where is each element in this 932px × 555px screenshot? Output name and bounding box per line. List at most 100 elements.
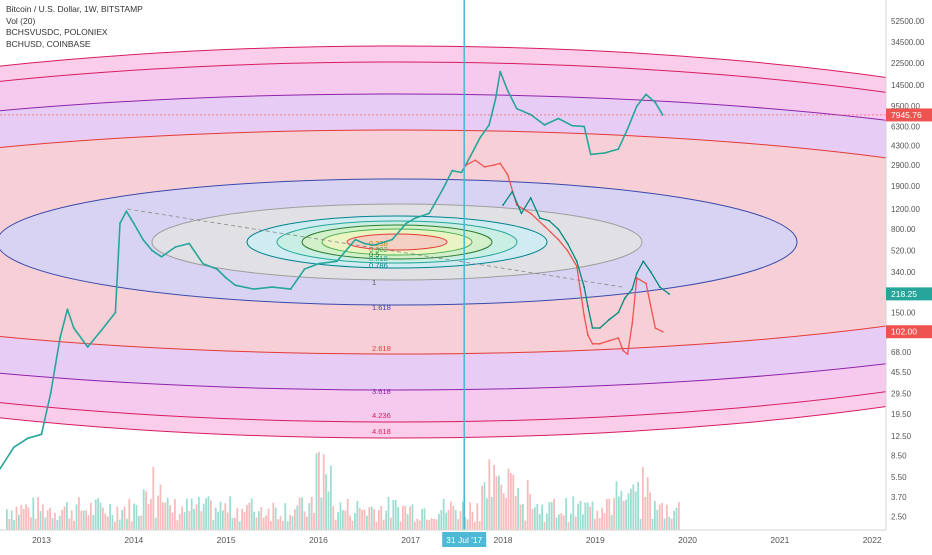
volume-bar bbox=[169, 505, 171, 530]
volume-bar bbox=[361, 509, 363, 530]
volume-bar bbox=[51, 518, 54, 530]
price-label-bg bbox=[886, 287, 932, 301]
price-axis[interactable]: 2.50 3.70 5.50 8.50 12.50 19.50 29.50 45.50 68.0… bbox=[885, 0, 932, 550]
volume-bar bbox=[30, 517, 32, 530]
series-point bbox=[428, 212, 431, 215]
legend-symbol-title[interactable]: Bitcoin / U.S. Dollar, 1W, BITSTAMP bbox=[6, 4, 143, 14]
volume-bar bbox=[651, 518, 654, 530]
series-point bbox=[66, 308, 69, 311]
volume-bar bbox=[414, 521, 416, 530]
volume-bar bbox=[154, 517, 157, 530]
series-point bbox=[583, 125, 586, 128]
legend-volume[interactable]: Vol (20) bbox=[6, 15, 36, 26]
y-tick-label: 1200.00 bbox=[891, 205, 920, 214]
series-point bbox=[635, 105, 638, 107]
series-point bbox=[317, 262, 320, 265]
volume-bar bbox=[591, 501, 594, 530]
volume-bar bbox=[522, 503, 524, 530]
volume-bar bbox=[303, 511, 306, 530]
price-label-bg bbox=[886, 108, 932, 122]
volume-bar bbox=[140, 515, 143, 530]
series-point bbox=[566, 249, 569, 252]
volume-bar bbox=[627, 493, 630, 530]
volume-bar bbox=[457, 519, 459, 530]
volume-bar bbox=[85, 510, 87, 530]
crosshair-date-label: 31 Jul '17 bbox=[446, 535, 482, 545]
volume-bar bbox=[104, 513, 107, 530]
x-tick-label: 2015 bbox=[217, 535, 236, 545]
volume-bar bbox=[164, 502, 167, 530]
series-point bbox=[645, 282, 647, 285]
volume-bar bbox=[440, 510, 443, 530]
volume-bar bbox=[495, 476, 498, 530]
series-point bbox=[499, 162, 502, 165]
y-tick-label: 9500.00 bbox=[891, 102, 920, 111]
volume-bar bbox=[147, 503, 150, 530]
series-point bbox=[529, 113, 532, 116]
volume-bar bbox=[250, 498, 253, 530]
volume-bar bbox=[469, 502, 471, 530]
series-point bbox=[188, 242, 191, 245]
volume-bar bbox=[505, 497, 507, 530]
volume-bar bbox=[130, 521, 133, 530]
volume-bar bbox=[411, 504, 414, 530]
volume-bar bbox=[493, 465, 495, 530]
y-tick-label: 22500.00 bbox=[891, 59, 925, 68]
series-point bbox=[234, 284, 237, 287]
volume-bar bbox=[39, 511, 42, 530]
volume-bar bbox=[507, 468, 510, 530]
series-point bbox=[631, 288, 634, 291]
volume-bar bbox=[483, 482, 486, 530]
volume-bar bbox=[186, 498, 188, 530]
series-point bbox=[598, 327, 601, 329]
x-tick-label: 2021 bbox=[770, 535, 789, 545]
volume-bar bbox=[488, 459, 491, 530]
volume-bar bbox=[190, 498, 193, 530]
volume-bar bbox=[543, 521, 546, 530]
volume-bar bbox=[128, 498, 131, 530]
y-tick-label: 2.50 bbox=[891, 512, 907, 521]
series-point bbox=[661, 114, 664, 116]
volume-bar bbox=[94, 499, 97, 530]
volume-bar bbox=[663, 518, 666, 530]
volume-bar bbox=[34, 518, 37, 530]
series-point bbox=[654, 101, 657, 104]
volume-bar bbox=[274, 507, 277, 530]
volume-bar bbox=[447, 509, 450, 530]
time-axis[interactable]: 2013 2014 2015 2016 2017 2018 2019 2020 2021 2022… bbox=[0, 529, 886, 550]
series-point bbox=[405, 222, 407, 225]
series-point bbox=[86, 346, 89, 348]
volume-bar bbox=[670, 518, 673, 530]
volume-bar bbox=[171, 512, 174, 530]
y-tick-label: 34500.00 bbox=[891, 38, 925, 47]
volume-bar bbox=[214, 507, 217, 530]
series-point bbox=[591, 327, 594, 329]
y-tick-label: 12.50 bbox=[891, 432, 912, 441]
volume-bar bbox=[550, 501, 553, 530]
series-point bbox=[506, 173, 509, 176]
legend-bchsv[interactable]: BCHSVUSDC, POLONIEX bbox=[6, 27, 108, 37]
volume-bar bbox=[418, 520, 421, 530]
series-point bbox=[557, 228, 560, 231]
volume-bar bbox=[121, 510, 123, 530]
volume-bar bbox=[363, 509, 366, 530]
volume-bar bbox=[229, 496, 231, 530]
series-point bbox=[502, 204, 504, 206]
y-tick-label: 4300.00 bbox=[891, 142, 920, 151]
volume-bar bbox=[152, 466, 155, 530]
volume-bar bbox=[78, 497, 80, 530]
volume-bar bbox=[351, 520, 354, 530]
volume-bar bbox=[642, 467, 644, 530]
volume-bar bbox=[157, 495, 159, 530]
volume-bar bbox=[18, 514, 20, 530]
series-point bbox=[658, 286, 661, 289]
volume-bar bbox=[622, 501, 625, 530]
volume-bar bbox=[126, 518, 128, 530]
y-tick-label: 3.70 bbox=[891, 493, 907, 502]
volume-bar bbox=[325, 474, 327, 530]
legend-bchusd[interactable]: BCHUSD, COINBASE bbox=[6, 38, 91, 49]
volume-bar bbox=[202, 503, 205, 530]
volume-bar bbox=[378, 510, 380, 530]
